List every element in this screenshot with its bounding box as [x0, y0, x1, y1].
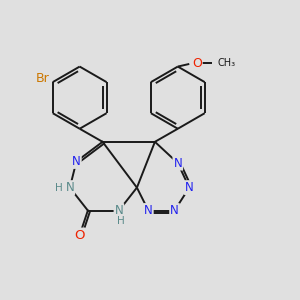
Text: Br: Br [36, 72, 50, 85]
Text: O: O [74, 229, 85, 242]
Text: O: O [192, 57, 202, 70]
Text: CH₃: CH₃ [218, 58, 236, 68]
Text: N: N [65, 181, 74, 194]
Text: N: N [170, 204, 179, 217]
Text: H: H [117, 216, 124, 226]
Text: N: N [144, 204, 153, 217]
Text: N: N [72, 155, 81, 168]
Text: N: N [185, 181, 194, 194]
Text: N: N [115, 204, 123, 217]
Text: H: H [55, 183, 62, 193]
Text: N: N [173, 157, 182, 169]
